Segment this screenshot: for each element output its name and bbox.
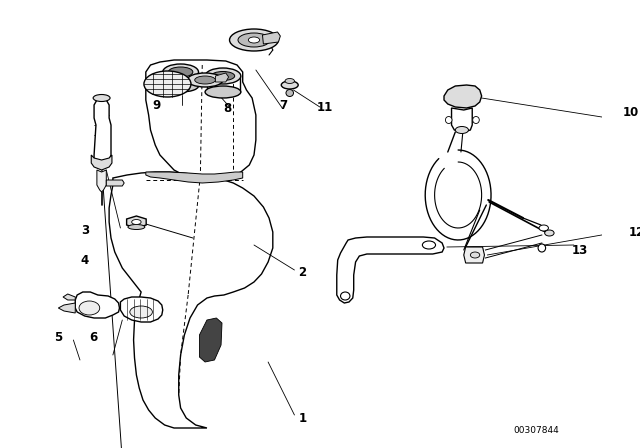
Ellipse shape [538, 244, 546, 252]
Ellipse shape [79, 301, 100, 315]
Polygon shape [262, 32, 280, 44]
Text: 8: 8 [223, 102, 231, 115]
Ellipse shape [195, 76, 216, 84]
Ellipse shape [238, 33, 270, 47]
Polygon shape [76, 292, 120, 318]
Ellipse shape [286, 90, 294, 96]
Polygon shape [94, 98, 111, 164]
Ellipse shape [281, 81, 298, 89]
Polygon shape [58, 303, 76, 313]
Polygon shape [106, 180, 124, 186]
Ellipse shape [130, 306, 152, 318]
Text: 13: 13 [572, 244, 588, 257]
Text: 6: 6 [90, 331, 98, 344]
Text: 7: 7 [280, 99, 287, 112]
Ellipse shape [340, 292, 350, 300]
Ellipse shape [422, 241, 436, 249]
Polygon shape [63, 294, 76, 300]
Ellipse shape [539, 225, 548, 231]
Text: 1: 1 [298, 412, 307, 425]
Polygon shape [337, 237, 444, 303]
Polygon shape [127, 216, 146, 228]
Text: 12: 12 [628, 225, 640, 238]
Text: 5: 5 [54, 331, 62, 344]
Polygon shape [200, 318, 222, 362]
Polygon shape [109, 172, 273, 428]
Text: 3: 3 [81, 224, 89, 237]
Ellipse shape [211, 72, 235, 81]
Polygon shape [97, 170, 106, 192]
Ellipse shape [163, 64, 198, 80]
Ellipse shape [230, 29, 278, 51]
Ellipse shape [205, 68, 241, 84]
Ellipse shape [285, 78, 294, 83]
Ellipse shape [187, 73, 223, 87]
Polygon shape [216, 73, 228, 82]
Text: 9: 9 [152, 99, 161, 112]
Ellipse shape [93, 95, 110, 102]
Ellipse shape [163, 80, 198, 92]
Text: 4: 4 [81, 254, 89, 267]
Ellipse shape [205, 86, 241, 98]
Ellipse shape [132, 220, 141, 224]
Polygon shape [120, 297, 163, 322]
Ellipse shape [470, 252, 480, 258]
Ellipse shape [545, 230, 554, 236]
Polygon shape [444, 85, 482, 108]
Polygon shape [452, 108, 472, 132]
Text: 11: 11 [317, 100, 333, 113]
Ellipse shape [445, 116, 452, 124]
Ellipse shape [128, 224, 145, 229]
Polygon shape [92, 155, 112, 170]
Ellipse shape [168, 67, 193, 77]
Polygon shape [146, 172, 243, 183]
Ellipse shape [473, 116, 479, 124]
Text: 2: 2 [298, 266, 307, 279]
Ellipse shape [144, 71, 191, 97]
Ellipse shape [455, 126, 468, 134]
Text: 00307844: 00307844 [513, 426, 559, 435]
Polygon shape [146, 60, 256, 180]
Polygon shape [464, 247, 484, 263]
Ellipse shape [248, 37, 260, 43]
Text: 10: 10 [623, 105, 639, 119]
